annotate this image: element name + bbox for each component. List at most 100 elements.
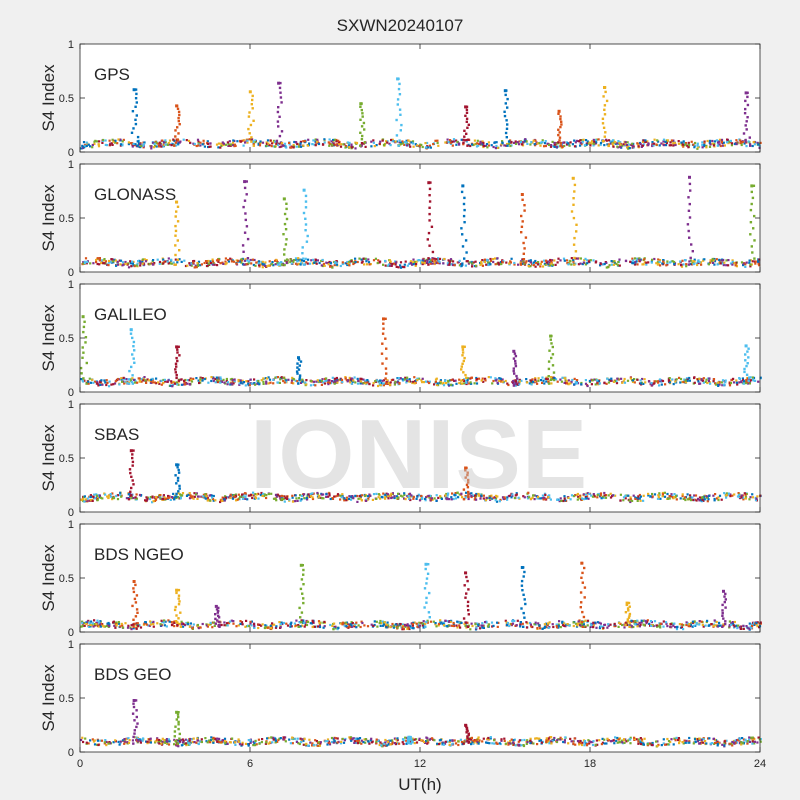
noise-point — [296, 263, 299, 266]
noise-point — [557, 623, 560, 626]
noise-point — [659, 497, 662, 500]
noise-point — [95, 261, 98, 264]
noise-point — [634, 261, 637, 264]
noise-point — [500, 262, 503, 266]
noise-point — [518, 380, 521, 383]
noise-point — [746, 378, 749, 382]
noise-point — [204, 260, 208, 263]
noise-point — [722, 264, 725, 267]
noise-point — [355, 494, 358, 498]
noise-point — [718, 494, 722, 497]
noise-point — [589, 625, 592, 628]
noise-point — [157, 142, 160, 145]
noise-point — [177, 492, 180, 495]
noise-point — [323, 625, 326, 628]
noise-point — [661, 495, 664, 498]
noise-point — [428, 381, 431, 385]
noise-point — [661, 379, 665, 383]
noise-point — [170, 381, 173, 384]
noise-point — [718, 258, 721, 261]
spike-point — [278, 86, 282, 90]
noise-point — [115, 264, 118, 267]
noise-point — [547, 496, 550, 499]
spike-point — [81, 346, 84, 349]
noise-point — [350, 382, 353, 385]
y-tick-label: 0 — [68, 147, 74, 159]
noise-point — [712, 624, 715, 627]
noise-point — [718, 621, 721, 624]
noise-point — [315, 380, 318, 383]
noise-point — [701, 623, 704, 626]
noise-point — [544, 493, 547, 496]
noise-point — [115, 494, 118, 498]
noise-point — [365, 499, 368, 502]
noise-point — [757, 143, 760, 146]
noise-point — [653, 257, 656, 261]
noise-point — [713, 260, 717, 263]
noise-point — [653, 493, 657, 496]
noise-point — [671, 378, 674, 381]
spike-peak-point — [129, 328, 133, 332]
noise-point — [121, 626, 125, 629]
noise-point — [529, 623, 532, 626]
noise-point — [117, 621, 120, 624]
noise-point — [576, 622, 579, 625]
noise-point — [227, 144, 230, 147]
noise-point — [95, 493, 98, 496]
spike-point — [277, 106, 280, 109]
noise-point — [476, 378, 479, 381]
noise-point — [156, 381, 160, 384]
spike-point — [461, 233, 464, 236]
noise-point — [428, 144, 431, 147]
noise-point — [726, 138, 729, 141]
noise-point — [311, 258, 315, 261]
spike-point — [504, 102, 507, 105]
noise-point — [348, 495, 351, 498]
noise-point — [633, 263, 637, 266]
spike-point — [466, 471, 469, 474]
noise-point — [513, 496, 516, 500]
noise-point — [152, 141, 155, 145]
spike-point — [305, 240, 309, 243]
noise-point — [565, 382, 568, 385]
noise-point — [393, 383, 396, 386]
noise-point — [93, 497, 96, 500]
noise-point — [446, 263, 450, 266]
noise-point — [658, 622, 661, 625]
noise-point — [426, 621, 429, 624]
noise-point — [209, 499, 212, 502]
noise-point — [110, 142, 113, 145]
noise-point — [354, 623, 357, 626]
noise-point — [712, 144, 715, 147]
noise-point — [444, 141, 447, 144]
spike-point — [504, 93, 507, 97]
noise-point — [692, 621, 695, 624]
noise-point — [713, 142, 716, 146]
noise-point — [209, 142, 212, 145]
noise-point — [593, 378, 596, 381]
noise-point — [217, 260, 220, 263]
spike-point — [750, 245, 753, 248]
noise-point — [289, 260, 292, 264]
spike-peak-point — [359, 102, 363, 106]
noise-point — [314, 140, 317, 143]
noise-point — [429, 259, 432, 262]
noise-point — [639, 499, 642, 502]
noise-point — [642, 499, 645, 502]
noise-point — [151, 496, 154, 499]
noise-point — [289, 625, 292, 628]
noise-point — [572, 621, 575, 624]
noise-point — [689, 625, 692, 628]
noise-point — [108, 623, 111, 626]
spike-point — [131, 374, 134, 377]
noise-point — [495, 141, 498, 144]
spike-point — [82, 330, 85, 334]
axes-background — [80, 164, 760, 272]
noise-point — [716, 144, 719, 147]
noise-point — [529, 265, 532, 268]
spike-point — [465, 483, 469, 486]
noise-point — [339, 494, 342, 497]
noise-point — [436, 261, 440, 265]
spike-point — [428, 200, 432, 203]
noise-point — [600, 497, 603, 500]
